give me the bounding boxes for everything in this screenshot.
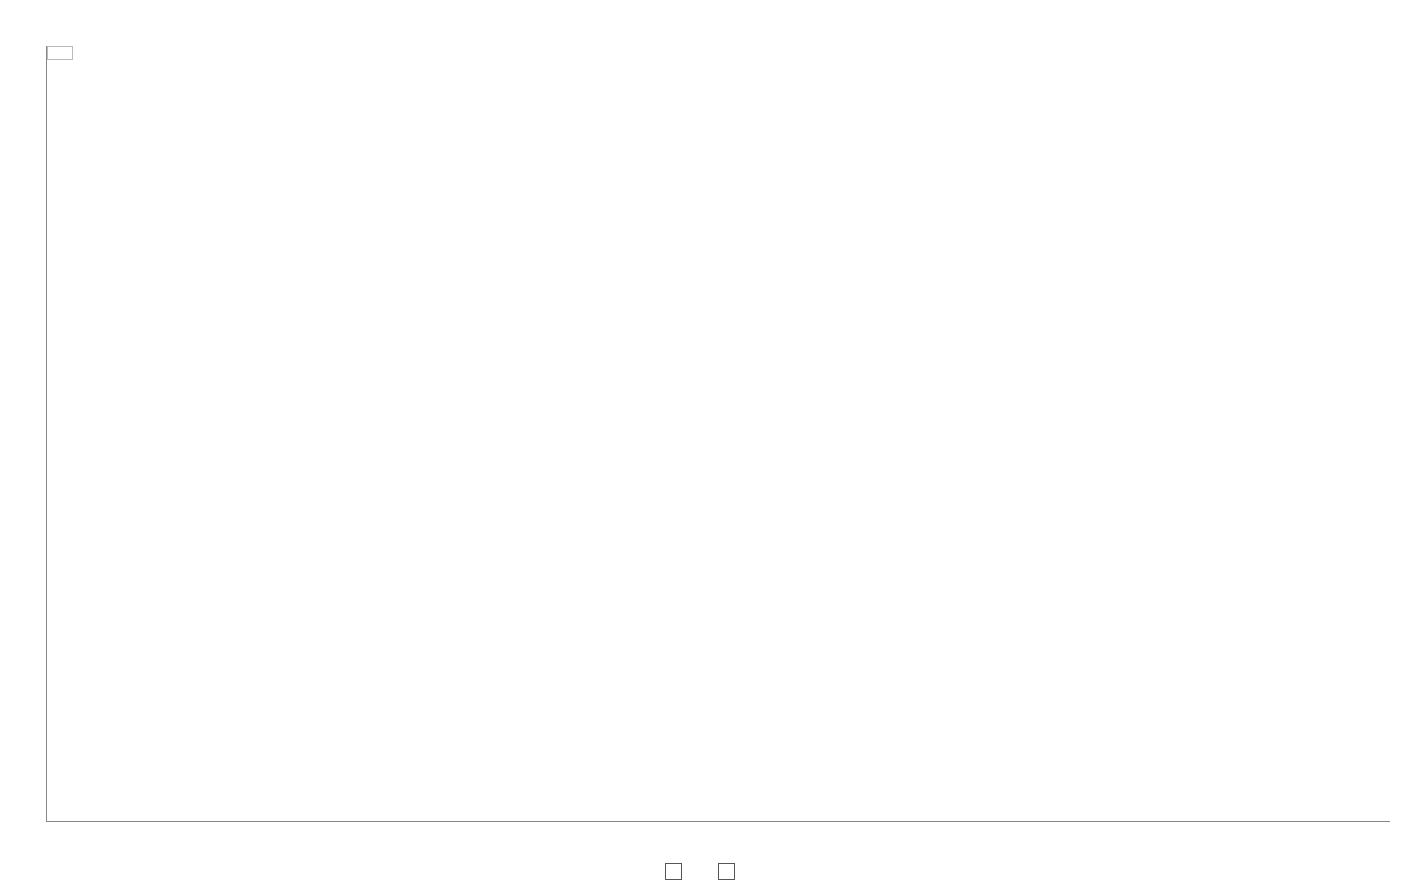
scatter-plot-area xyxy=(46,46,1390,822)
legend-item-b xyxy=(718,862,741,880)
series-legend xyxy=(665,862,741,880)
swatch-a xyxy=(665,863,682,880)
legend-item-a xyxy=(665,862,688,880)
correlation-stats-box xyxy=(47,46,73,60)
trend-lines xyxy=(47,46,1390,821)
swatch-b xyxy=(718,863,735,880)
